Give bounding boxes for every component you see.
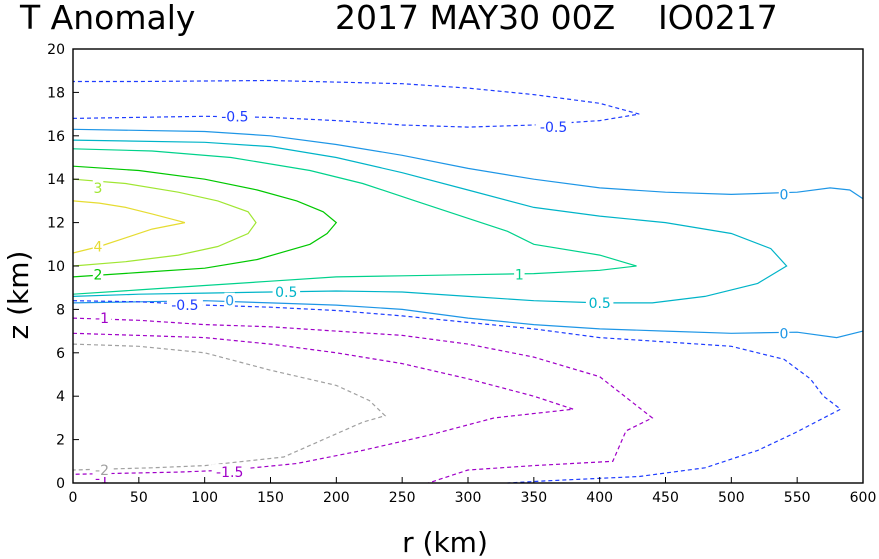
contour-label-bg [211,464,248,480]
contour-line--1p5 [72,332,574,475]
x-tick-label: 150 [257,490,284,506]
y-tick-label: 4 [56,389,65,405]
x-tick-label: 100 [191,490,218,506]
plot-frame [72,48,864,484]
contour-label: 0 [780,326,789,342]
x-tick-label: 600 [850,490,877,506]
x-tick-label: 400 [586,490,613,506]
contour-line--0p5 [72,300,842,484]
contour-label: 0 [780,187,789,203]
chart-date: 2017 MAY30 00Z [335,0,615,37]
x-tick-label: 450 [652,490,679,506]
contour-line-1 [72,148,637,295]
y-axis-label: z (km) [2,251,35,340]
contour-label: 0.5 [275,285,297,301]
contour-line-2 [72,165,338,278]
y-tick-label: 2 [56,433,65,449]
contour-line--2 [72,343,387,471]
contour-label: 0 [225,294,234,310]
x-tick-label: 250 [389,490,416,506]
x-tick-label: 550 [784,490,811,506]
y-tick-label: 8 [56,302,65,318]
y-tick-label: 16 [47,129,65,145]
contour-line--1 [72,317,654,484]
contour-label-bg [272,284,301,299]
y-tick-label: 14 [47,172,65,188]
y-tick-label: 20 [47,42,65,58]
y-axis: 0 2 4 6 8 10 12 14 16 18 20 [47,42,79,492]
contour-label: -2 [95,463,109,479]
x-tick-label: 500 [718,490,745,506]
contour-label: 0.5 [589,296,611,312]
y-tick-label: 12 [47,216,65,232]
contour-line-0 [72,128,864,200]
contour-label-bg [92,310,112,326]
contour-label: -0.5 [540,120,567,136]
contour-label-bg [585,294,614,310]
contour-label: -0.5 [221,109,248,125]
contour-line-3 [72,178,257,267]
y-tick-label: 6 [56,346,65,362]
contour-line-0p5 [72,139,788,304]
contour-label: -1 [95,311,109,327]
contour-label: 3 [94,181,103,197]
contour-label: -0.5 [171,298,198,314]
contour-label-bg [535,119,572,135]
contour-label-bg [778,325,790,341]
contour-line--0p5 [72,79,640,128]
x-tick-label: 200 [323,490,350,506]
contour-label-bg [92,266,104,282]
y-tick-label: 10 [47,259,65,275]
x-tick-label: 0 [69,490,78,506]
contour-label-bg [166,297,203,313]
x-tick-label: 300 [455,490,482,506]
contour-lines [72,79,864,484]
contour-label-bg [92,462,112,477]
x-axis: 0 50 100 150 200 250 300 350 400 450 500 550 600 [69,477,877,506]
contour-label-bg [514,266,525,282]
x-tick-label: 350 [520,490,547,506]
contour-label-bg [92,179,104,195]
contour-label-bg [778,186,790,202]
contour-label-bg [216,108,253,124]
y-tick-label: 18 [47,85,65,101]
contour-label: 1 [515,268,524,284]
x-axis-label: r (km) [402,526,488,559]
chart-id: IO0217 [658,0,778,37]
contour-line-4 [72,200,186,254]
contour-label-bg [92,238,104,254]
contour-label: 2 [94,268,103,284]
x-tick-label: 50 [130,490,148,506]
y-tick-label: 0 [56,476,65,492]
contour-label: 4 [94,240,103,256]
contour-label-bg [224,292,235,308]
chart-title: T Anomaly [19,0,195,37]
contour-label: -1.5 [216,465,243,481]
